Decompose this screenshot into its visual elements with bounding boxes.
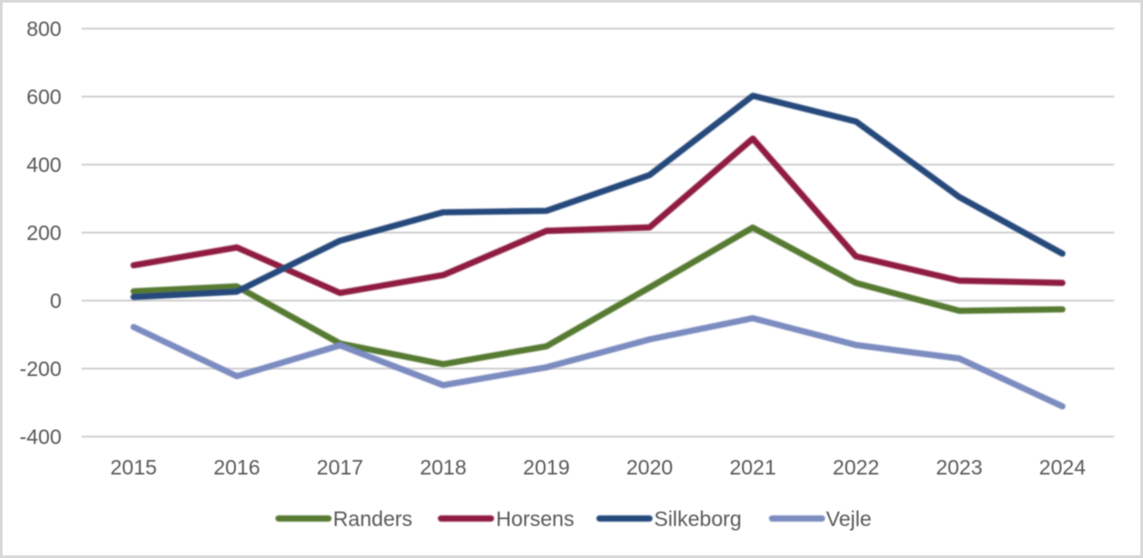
svg-text:2024: 2024: [1039, 457, 1086, 480]
svg-text:-200: -200: [19, 358, 61, 381]
svg-text:2023: 2023: [936, 457, 983, 480]
svg-text:Horsens: Horsens: [496, 508, 574, 531]
svg-text:0: 0: [50, 290, 62, 313]
svg-text:2018: 2018: [420, 457, 467, 480]
svg-text:400: 400: [26, 154, 61, 177]
svg-text:2019: 2019: [523, 457, 570, 480]
svg-text:2015: 2015: [110, 457, 157, 480]
svg-text:2021: 2021: [729, 457, 776, 480]
svg-text:2016: 2016: [213, 457, 260, 480]
svg-text:2017: 2017: [317, 457, 364, 480]
svg-text:2020: 2020: [626, 457, 673, 480]
svg-text:2022: 2022: [833, 457, 880, 480]
svg-text:-400: -400: [19, 426, 61, 449]
svg-text:600: 600: [26, 86, 61, 109]
svg-text:Randers: Randers: [333, 508, 412, 531]
svg-text:200: 200: [26, 222, 61, 245]
svg-text:Silkeborg: Silkeborg: [654, 508, 742, 531]
svg-text:800: 800: [26, 18, 61, 41]
svg-text:Vejle: Vejle: [826, 508, 872, 531]
